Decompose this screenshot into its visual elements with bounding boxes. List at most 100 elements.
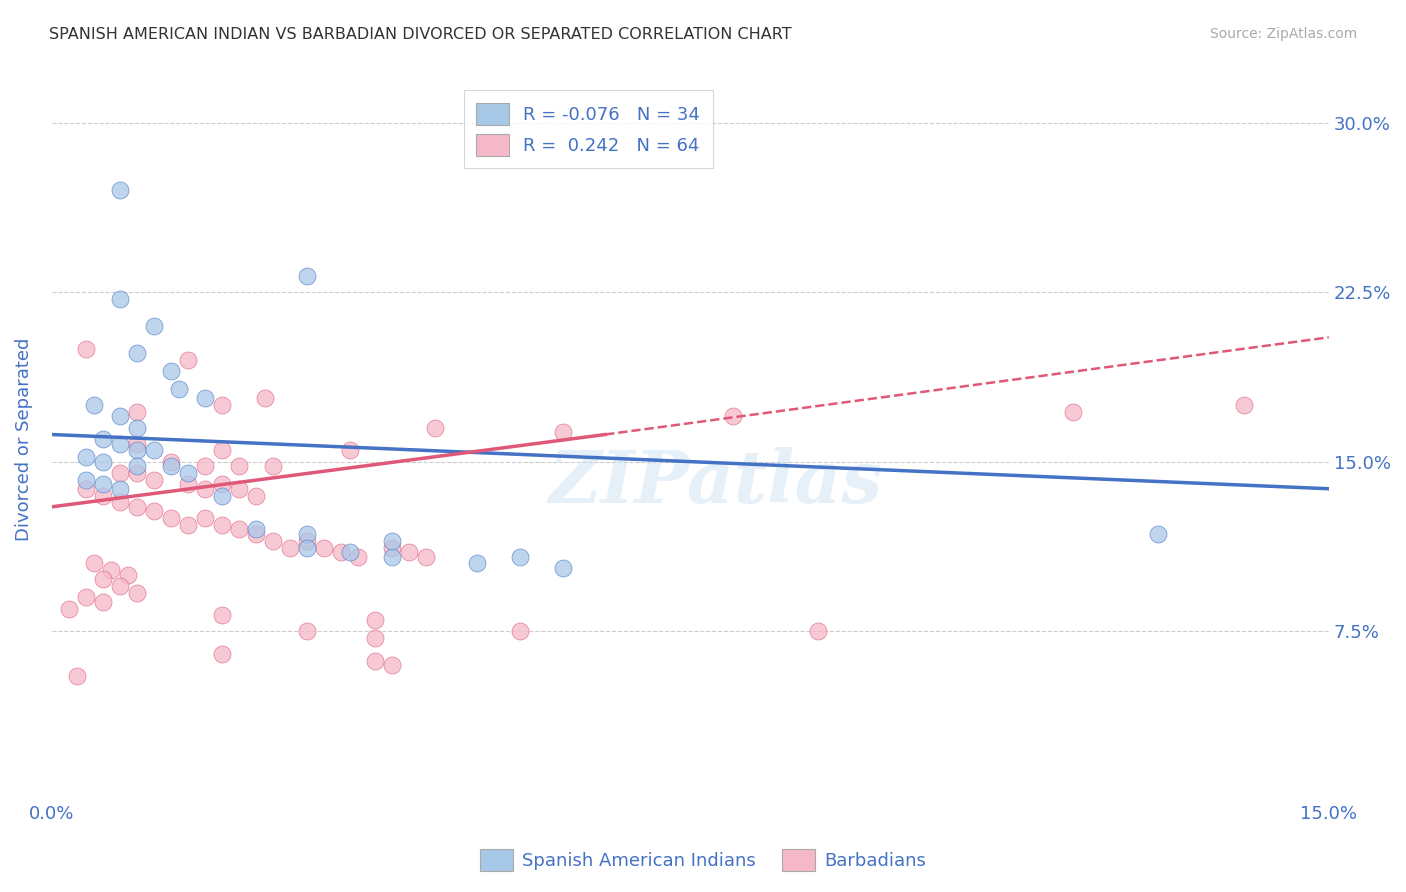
Point bbox=[91, 432, 114, 446]
Point bbox=[194, 459, 217, 474]
Point bbox=[295, 533, 318, 548]
Point bbox=[1233, 398, 1256, 412]
Point bbox=[160, 459, 183, 474]
Text: ZIPatlas: ZIPatlas bbox=[548, 447, 883, 518]
Point bbox=[177, 466, 200, 480]
Point bbox=[194, 392, 217, 406]
Point bbox=[108, 436, 131, 450]
Point bbox=[381, 533, 404, 548]
Point bbox=[108, 466, 131, 480]
Point bbox=[381, 541, 404, 555]
Legend: R = -0.076   N = 34, R =  0.242   N = 64: R = -0.076 N = 34, R = 0.242 N = 64 bbox=[464, 90, 713, 169]
Point bbox=[142, 504, 165, 518]
Point bbox=[108, 409, 131, 424]
Point bbox=[125, 405, 148, 419]
Point bbox=[509, 549, 531, 564]
Point bbox=[415, 549, 437, 564]
Point bbox=[91, 595, 114, 609]
Point bbox=[66, 669, 89, 683]
Point bbox=[347, 549, 370, 564]
Point bbox=[177, 517, 200, 532]
Point bbox=[108, 292, 131, 306]
Point bbox=[339, 545, 361, 559]
Point bbox=[91, 477, 114, 491]
Point bbox=[125, 466, 148, 480]
Point bbox=[91, 572, 114, 586]
Point bbox=[398, 545, 420, 559]
Legend: Spanish American Indians, Barbadians: Spanish American Indians, Barbadians bbox=[472, 842, 934, 879]
Point bbox=[211, 443, 233, 458]
Point bbox=[142, 443, 165, 458]
Point bbox=[177, 353, 200, 368]
Point bbox=[91, 489, 114, 503]
Point bbox=[142, 473, 165, 487]
Point bbox=[295, 269, 318, 284]
Point bbox=[339, 443, 361, 458]
Point bbox=[160, 511, 183, 525]
Point bbox=[807, 624, 830, 639]
Point bbox=[228, 459, 250, 474]
Point bbox=[314, 541, 336, 555]
Point bbox=[125, 500, 148, 514]
Point bbox=[381, 658, 404, 673]
Point bbox=[142, 319, 165, 334]
Point bbox=[83, 557, 105, 571]
Point bbox=[108, 579, 131, 593]
Point bbox=[253, 392, 276, 406]
Point bbox=[278, 541, 301, 555]
Point bbox=[364, 631, 387, 645]
Point bbox=[125, 421, 148, 435]
Text: SPANISH AMERICAN INDIAN VS BARBADIAN DIVORCED OR SEPARATED CORRELATION CHART: SPANISH AMERICAN INDIAN VS BARBADIAN DIV… bbox=[49, 27, 792, 42]
Point bbox=[467, 557, 489, 571]
Point bbox=[160, 455, 183, 469]
Y-axis label: Divorced or Separated: Divorced or Separated bbox=[15, 337, 32, 541]
Point bbox=[330, 545, 353, 559]
Point bbox=[125, 585, 148, 599]
Point bbox=[262, 533, 284, 548]
Point bbox=[75, 473, 97, 487]
Point bbox=[169, 382, 191, 396]
Point bbox=[295, 527, 318, 541]
Point bbox=[58, 601, 80, 615]
Point bbox=[551, 425, 574, 440]
Point bbox=[194, 482, 217, 496]
Point bbox=[100, 563, 122, 577]
Point bbox=[245, 489, 267, 503]
Point bbox=[117, 567, 139, 582]
Point bbox=[262, 459, 284, 474]
Point bbox=[228, 482, 250, 496]
Point bbox=[228, 523, 250, 537]
Point bbox=[364, 613, 387, 627]
Point bbox=[211, 608, 233, 623]
Point bbox=[108, 495, 131, 509]
Point bbox=[721, 409, 744, 424]
Point bbox=[125, 346, 148, 360]
Point bbox=[75, 342, 97, 356]
Point bbox=[364, 653, 387, 667]
Point bbox=[75, 450, 97, 464]
Point bbox=[1147, 527, 1170, 541]
Point bbox=[75, 591, 97, 605]
Point bbox=[509, 624, 531, 639]
Point bbox=[1062, 405, 1084, 419]
Point bbox=[160, 364, 183, 378]
Point bbox=[125, 443, 148, 458]
Point bbox=[125, 436, 148, 450]
Point bbox=[211, 517, 233, 532]
Point bbox=[194, 511, 217, 525]
Point bbox=[75, 482, 97, 496]
Point bbox=[108, 183, 131, 197]
Point bbox=[381, 549, 404, 564]
Point bbox=[295, 541, 318, 555]
Text: Source: ZipAtlas.com: Source: ZipAtlas.com bbox=[1209, 27, 1357, 41]
Point bbox=[245, 523, 267, 537]
Point bbox=[211, 647, 233, 661]
Point bbox=[211, 477, 233, 491]
Point bbox=[423, 421, 446, 435]
Point bbox=[551, 561, 574, 575]
Point bbox=[295, 624, 318, 639]
Point bbox=[108, 482, 131, 496]
Point bbox=[125, 459, 148, 474]
Point bbox=[211, 489, 233, 503]
Point bbox=[211, 398, 233, 412]
